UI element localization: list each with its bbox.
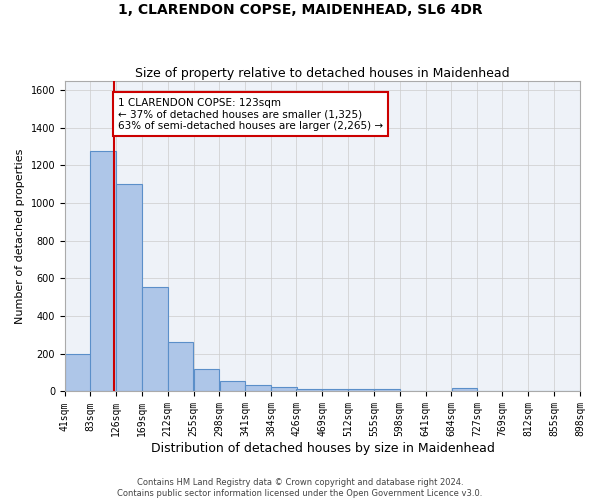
- Text: Contains HM Land Registry data © Crown copyright and database right 2024.
Contai: Contains HM Land Registry data © Crown c…: [118, 478, 482, 498]
- Bar: [90, 152, 116, 392]
- Bar: [65, 354, 91, 392]
- Bar: [452, 388, 477, 392]
- Title: Size of property relative to detached houses in Maidenhead: Size of property relative to detached ho…: [135, 66, 510, 80]
- Bar: [245, 386, 271, 392]
- Bar: [142, 287, 167, 392]
- Bar: [194, 369, 219, 392]
- Bar: [168, 342, 193, 392]
- Bar: [374, 388, 400, 392]
- Bar: [116, 184, 142, 392]
- Bar: [322, 388, 348, 392]
- Bar: [296, 388, 322, 392]
- Bar: [271, 387, 297, 392]
- Bar: [348, 388, 374, 392]
- X-axis label: Distribution of detached houses by size in Maidenhead: Distribution of detached houses by size …: [151, 442, 494, 455]
- Y-axis label: Number of detached properties: Number of detached properties: [15, 148, 25, 324]
- Text: 1 CLARENDON COPSE: 123sqm
← 37% of detached houses are smaller (1,325)
63% of se: 1 CLARENDON COPSE: 123sqm ← 37% of detac…: [118, 98, 383, 131]
- Text: 1, CLARENDON COPSE, MAIDENHEAD, SL6 4DR: 1, CLARENDON COPSE, MAIDENHEAD, SL6 4DR: [118, 2, 482, 16]
- Bar: [220, 380, 245, 392]
